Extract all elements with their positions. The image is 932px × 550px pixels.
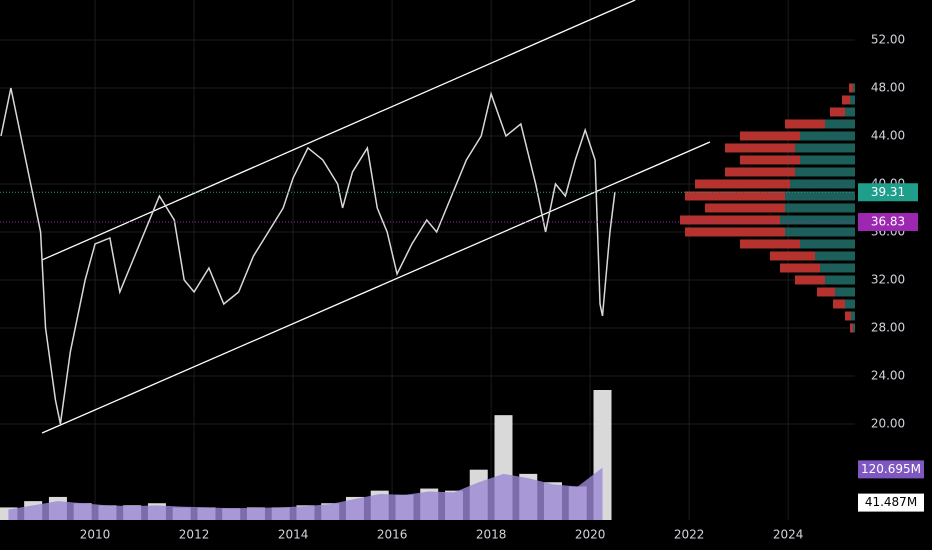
x-tick-label: 2016: [377, 528, 408, 542]
profile-down: [680, 215, 780, 225]
profile-up: [825, 119, 855, 129]
volume-ma-area: [8, 467, 603, 520]
profile-up: [850, 95, 855, 105]
profile-up: [800, 155, 855, 165]
y-tick-label: 20.00: [871, 416, 905, 430]
profile-down: [685, 227, 785, 237]
profile-up: [851, 311, 855, 321]
profile-up: [835, 287, 855, 297]
profile-up: [853, 323, 855, 333]
y-tick-label: 24.00: [871, 368, 905, 382]
profile-up: [825, 275, 855, 285]
profile-down: [845, 311, 851, 321]
profile-down: [833, 299, 845, 309]
profile-up: [800, 239, 855, 249]
volume-label-box: [858, 493, 924, 512]
profile-up: [845, 107, 855, 117]
profile-down: [770, 251, 815, 261]
trend-line: [41, 0, 636, 261]
profile-up: [845, 299, 855, 309]
profile-down: [842, 95, 850, 105]
volume-label-box: [858, 460, 924, 479]
price-label-box: [858, 183, 918, 202]
x-tick-label: 2022: [674, 528, 705, 542]
profile-down: [695, 179, 790, 189]
volume-label: 41.487M: [865, 495, 917, 509]
x-tick-label: 2012: [179, 528, 210, 542]
y-tick-label: 44.00: [871, 128, 905, 142]
profile-down: [849, 83, 853, 93]
y-tick-label: 52.00: [871, 32, 905, 46]
profile-up: [785, 191, 855, 201]
profile-down: [725, 167, 795, 177]
profile-down: [785, 119, 825, 129]
profile-down: [740, 155, 800, 165]
profile-up: [853, 83, 855, 93]
y-tick-label: 28.00: [871, 320, 905, 334]
x-tick-label: 2014: [278, 528, 309, 542]
profile-down: [795, 275, 825, 285]
profile-up: [795, 167, 855, 177]
price-label: 36.83: [871, 215, 905, 229]
profile-down: [830, 107, 845, 117]
price-label: 39.31: [871, 185, 905, 199]
y-tick-label: 48.00: [871, 80, 905, 94]
profile-up: [795, 143, 855, 153]
y-tick-label: 32.00: [871, 272, 905, 286]
trend-line: [41, 141, 711, 434]
profile-down: [817, 287, 835, 297]
profile-up: [780, 215, 855, 225]
profile-down: [740, 131, 800, 141]
x-tick-label: 2020: [575, 528, 606, 542]
profile-down: [725, 143, 795, 153]
profile-down: [740, 239, 800, 249]
x-tick-label: 2010: [80, 528, 111, 542]
profile-up: [790, 179, 855, 189]
profile-up: [785, 203, 855, 213]
profile-down: [685, 191, 785, 201]
profile-up: [820, 263, 855, 273]
price-line: [0, 87, 616, 425]
x-tick-label: 2018: [476, 528, 507, 542]
volume-label: 120.695M: [861, 462, 921, 476]
profile-up: [815, 251, 855, 261]
profile-down: [705, 203, 785, 213]
profile-up: [800, 131, 855, 141]
profile-down: [850, 323, 853, 333]
x-tick-label: 2024: [773, 528, 804, 542]
profile-up: [785, 227, 855, 237]
price-label-box: [858, 213, 918, 232]
profile-down: [780, 263, 820, 273]
